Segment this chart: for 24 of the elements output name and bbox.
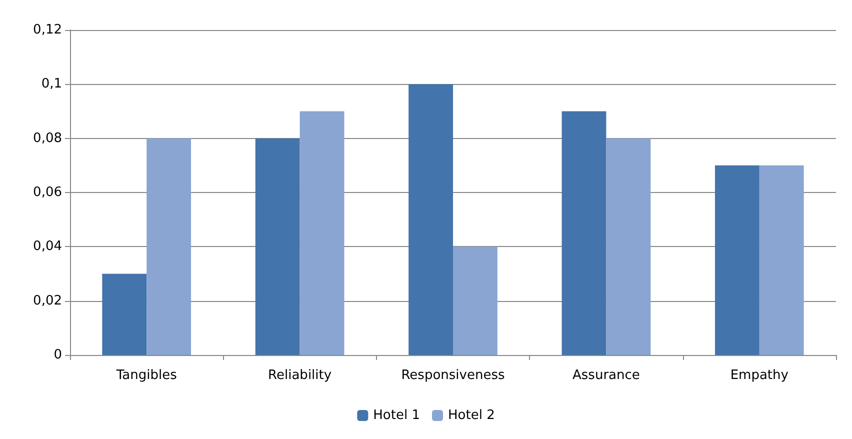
legend-label: Hotel 2 — [448, 408, 495, 423]
x-tick-label: Empathy — [730, 368, 789, 383]
bar — [102, 274, 147, 355]
x-tick-label: Responsiveness — [401, 368, 505, 383]
bar — [408, 84, 453, 355]
bar — [255, 138, 300, 355]
bar — [146, 138, 192, 355]
legend-label: Hotel 1 — [373, 408, 420, 423]
bar — [562, 111, 606, 355]
bar — [453, 246, 498, 355]
y-tick-label: 0,02 — [33, 293, 62, 308]
bar — [714, 165, 760, 355]
bar — [300, 111, 344, 355]
y-tick-label: 0,04 — [33, 239, 62, 254]
bar — [759, 165, 804, 355]
y-tick-label: 0,1 — [41, 76, 62, 92]
x-tick-label: Assurance — [572, 368, 640, 383]
y-tick-label: 0,12 — [33, 22, 62, 38]
y-tick-label: 0,06 — [33, 185, 62, 200]
y-tick-label: 0,08 — [33, 130, 62, 146]
bar — [606, 138, 651, 355]
x-tick-label: Tangibles — [115, 368, 178, 383]
x-tick-label: Reliability — [268, 368, 332, 383]
y-tick-label: 0 — [54, 348, 62, 362]
